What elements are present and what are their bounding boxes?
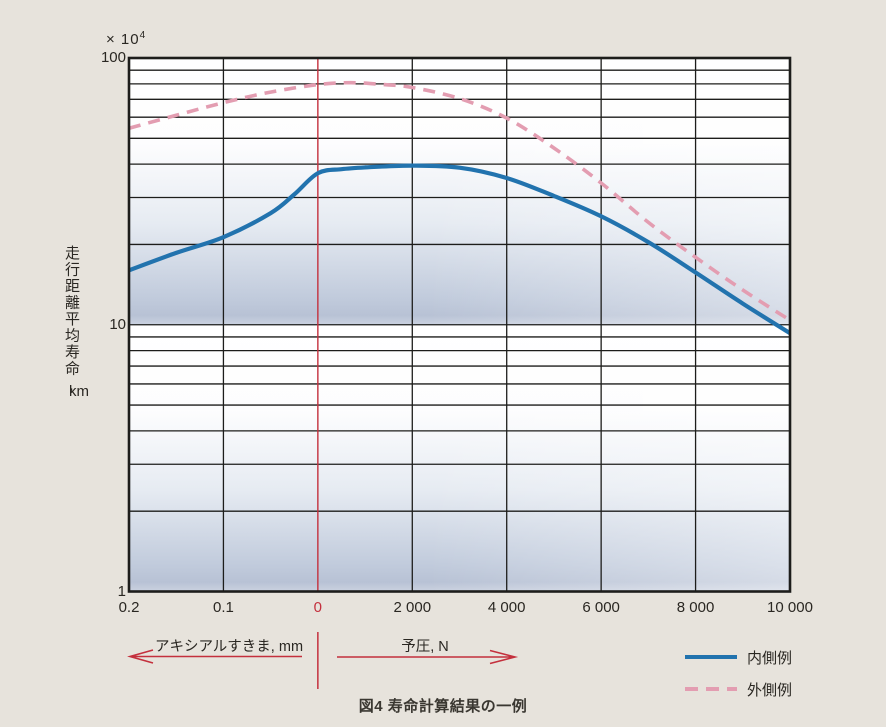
clearance-direction-arrow-icon (127, 649, 302, 664)
figure-caption: 図4 寿命計算結果の一例 (358, 698, 528, 715)
x-tick-label: 4 000 (487, 599, 526, 616)
y-axis-title: 走行距離平均寿命, (63, 245, 80, 396)
legend-item-outer: 外側例 (684, 676, 792, 702)
y-tick-label: 10 (109, 315, 126, 333)
legend: 内側例 外側例 (684, 644, 792, 708)
series-curve-inner (129, 163, 790, 335)
y-tick-label: 1 (117, 582, 126, 600)
x-tick-label: 0.2 (118, 599, 140, 616)
legend-line-dashed-icon (685, 687, 737, 691)
legend-label: 外側例 (747, 681, 793, 699)
legend-line-solid-icon (685, 655, 737, 659)
legend-item-inner: 内側例 (684, 644, 792, 670)
x-tick-label: 0.1 (212, 599, 234, 616)
y-tick-label: 100 (100, 49, 126, 66)
preload-direction-arrow-icon (337, 649, 519, 665)
y-axis-unit-label: km (69, 383, 89, 400)
x-axis-clearance-label: アキシアルすきま, mm (154, 639, 304, 655)
series-curve-outer (129, 80, 790, 322)
x-tick-label: 10 000 (767, 599, 813, 616)
x-tick-label: 0 (313, 599, 323, 616)
x-axis-preload-label: 予圧, N (401, 639, 449, 655)
x-tick-label: 8 000 (676, 599, 715, 616)
y-axis-unit-note: × 104 (106, 30, 147, 48)
unit-exponent: 4 (139, 30, 147, 41)
x-tick-label: 2 000 (393, 599, 432, 616)
x-tick-label: 6 000 (582, 599, 620, 616)
legend-label: 内側例 (747, 649, 793, 667)
